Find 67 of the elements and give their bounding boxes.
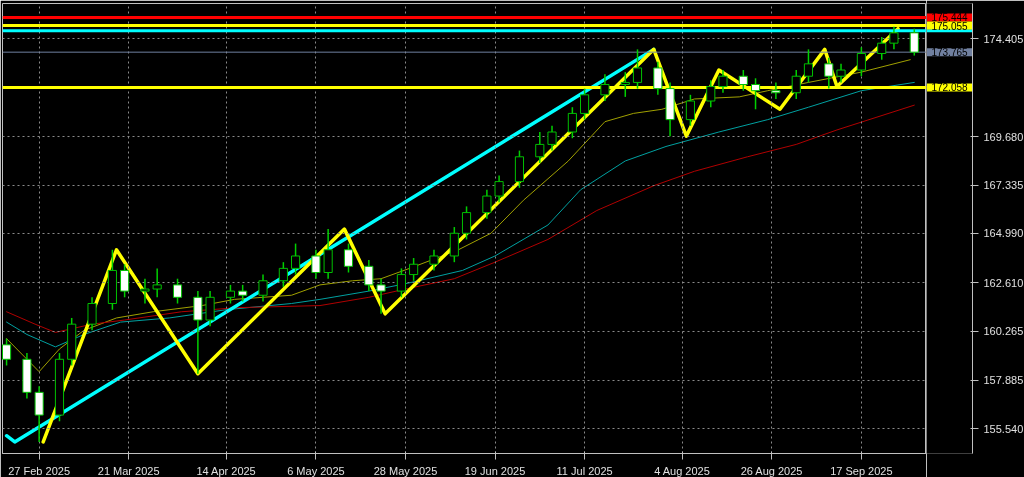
candlestick (364, 259, 374, 292)
candlestick (152, 267, 162, 299)
x-tick-label: 27 Feb 2025 (8, 464, 71, 477)
candlestick (877, 36, 887, 61)
x-tick-label: 17 Sep 2025 (830, 464, 893, 477)
x-tick-label: 28 May 2025 (373, 464, 438, 477)
candlestick (205, 290, 215, 327)
candlestick (706, 79, 716, 108)
candlestick (193, 290, 203, 375)
x-tick-label: 19 Jun 2025 (464, 464, 526, 477)
candlestick (535, 131, 545, 164)
y-tick-label: 162.610 (983, 276, 1024, 289)
candlestick (750, 77, 761, 111)
candlestick (600, 73, 610, 102)
candlestick (620, 71, 630, 98)
x-tick-label: 4 Aug 2025 (654, 464, 710, 477)
candlestick (909, 27, 919, 57)
ref-line-label: 173.765 (931, 47, 969, 59)
candlestick (803, 48, 814, 84)
x-tick-label: 21 Mar 2025 (97, 464, 160, 477)
candlestick (278, 261, 288, 288)
candlestick (653, 61, 663, 96)
y-tick-label: 157.885 (983, 374, 1024, 387)
y-tick-label: 160.265 (983, 325, 1024, 338)
x-tick-label: 26 Aug 2025 (740, 464, 803, 477)
y-tick-label: 169.680 (983, 130, 1024, 143)
candlestick (409, 257, 419, 282)
candlestick (632, 48, 643, 90)
candlestick (836, 63, 846, 84)
candlestick (791, 69, 801, 100)
y-tick-label: 164.990 (983, 227, 1024, 240)
candlestick (323, 228, 333, 280)
y-tick-label: 167.335 (983, 179, 1024, 192)
candlestick (461, 205, 472, 241)
candlestick (429, 249, 439, 272)
candlestick (140, 277, 150, 305)
candlestick (685, 94, 695, 127)
candlestick (547, 125, 557, 152)
candlestick (87, 296, 97, 332)
candlestick (718, 69, 728, 94)
x-tick-label: 14 Apr 2025 (196, 464, 256, 477)
candlestick (396, 267, 406, 299)
candlestick (482, 189, 492, 220)
candlestick (291, 242, 301, 276)
candlestick (343, 242, 354, 274)
candlestick (580, 87, 590, 121)
candlestick (172, 277, 183, 305)
candlestick (889, 25, 899, 51)
candlestick (824, 56, 834, 90)
candlestick (34, 385, 44, 443)
candlestick (449, 226, 459, 263)
candlestick (120, 263, 130, 299)
x-tick-label: 6 May 2025 (287, 464, 345, 477)
y-tick-label: 174.405 (983, 32, 1024, 45)
candlestick (311, 249, 321, 280)
candlestick (258, 273, 268, 303)
x-tick-label: 11 Jul 2025 (556, 464, 613, 477)
ref-line-label: 172.058 (931, 82, 969, 94)
candlestick (376, 277, 386, 315)
candlestick (2, 337, 12, 367)
candlestick (856, 46, 866, 77)
y-tick-label: 155.540 (983, 422, 1024, 435)
candlestick (771, 81, 781, 100)
candlestick (738, 69, 748, 92)
candlestick (567, 106, 577, 139)
candlestick (494, 174, 504, 204)
candlestick (225, 284, 236, 305)
